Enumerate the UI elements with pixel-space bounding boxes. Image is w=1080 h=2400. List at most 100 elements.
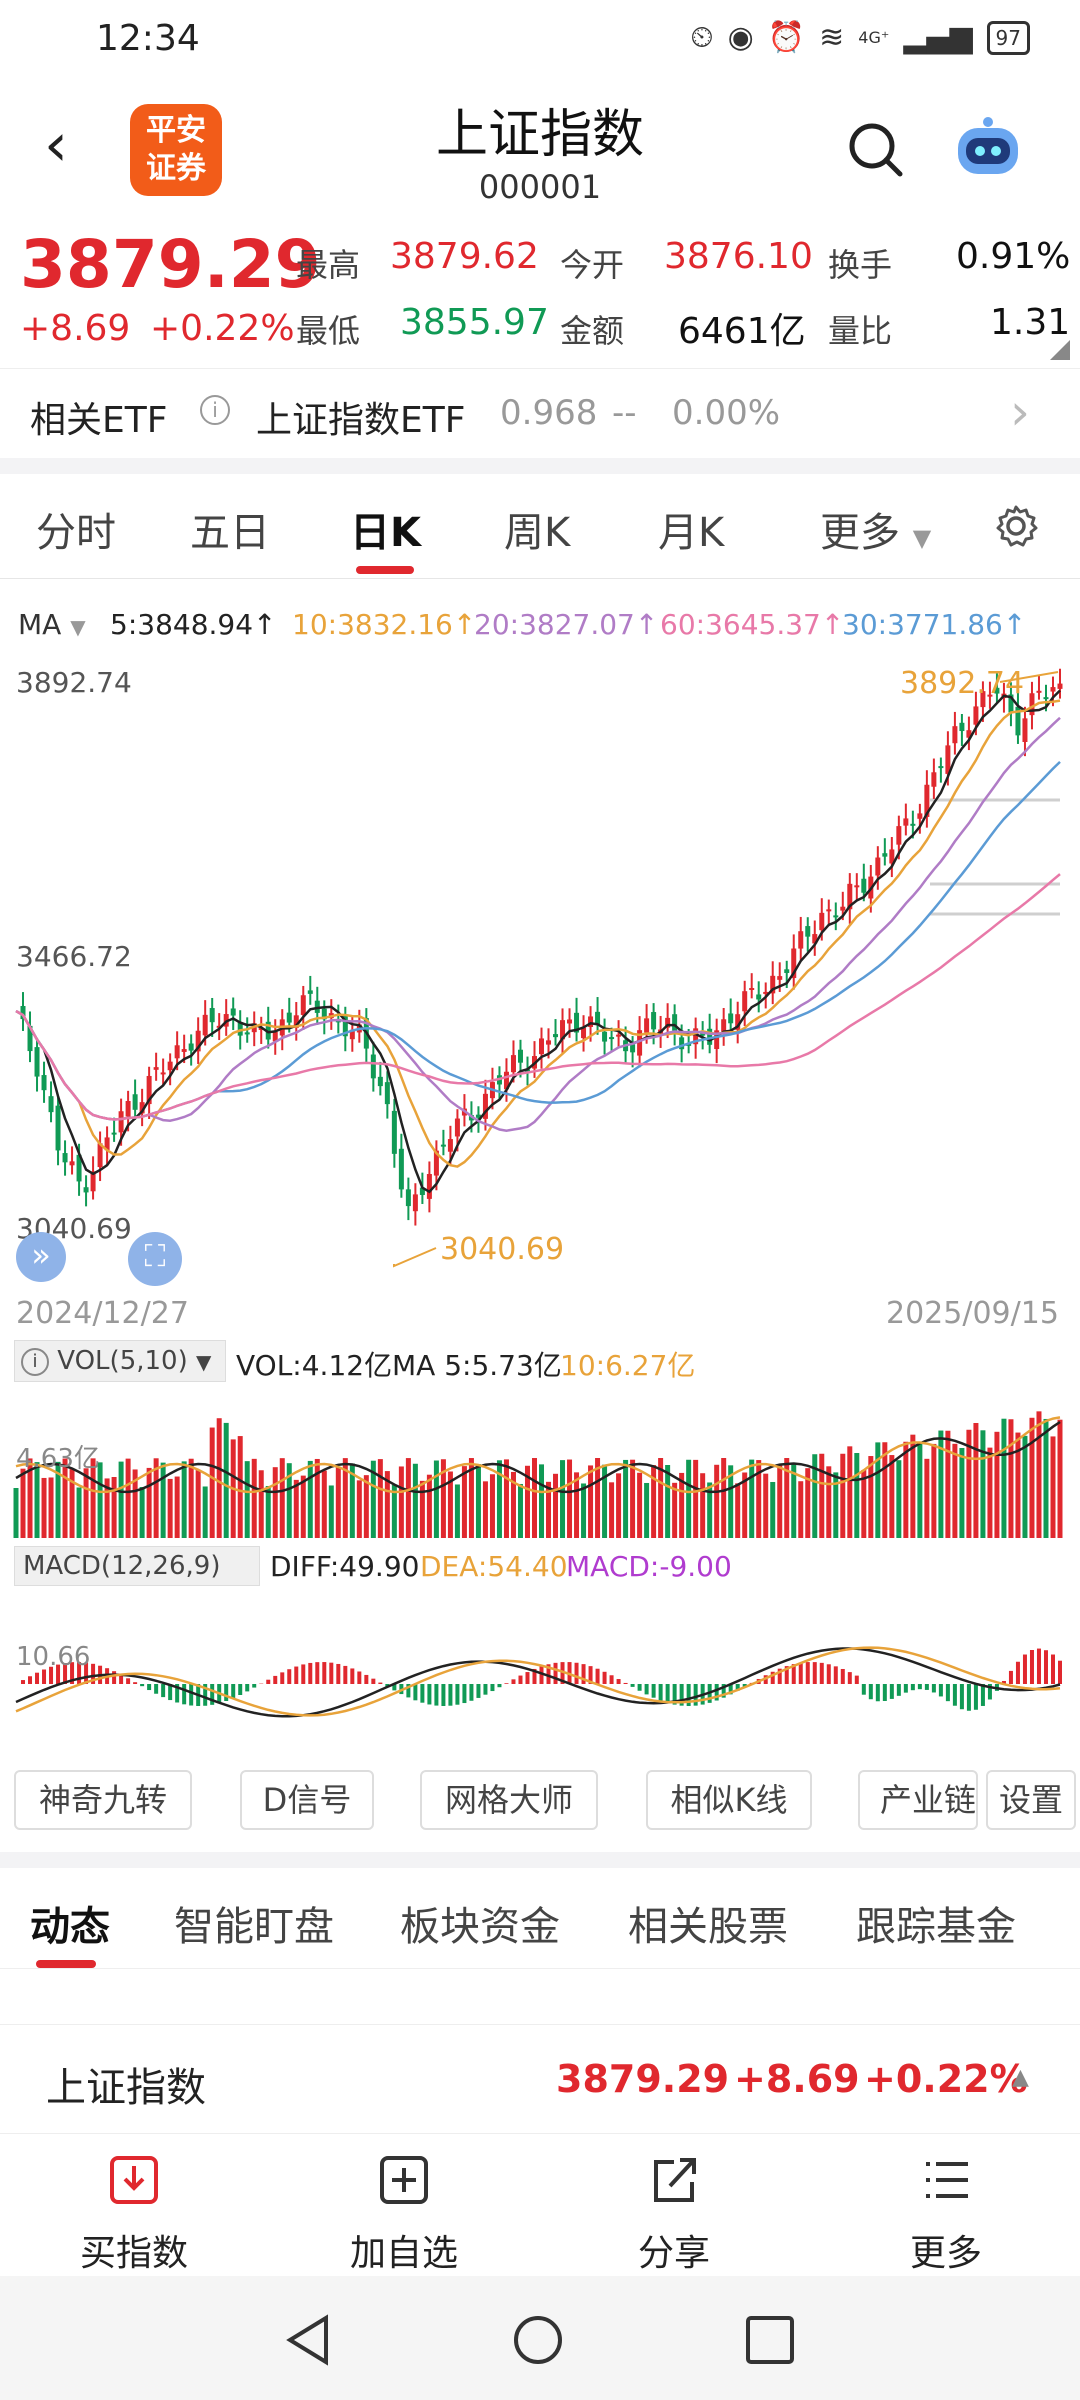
- macd-bar: [476, 1684, 481, 1698]
- ma10-line: [15, 699, 1061, 1168]
- add-watchlist-button[interactable]: 加自选: [324, 2150, 484, 2276]
- share-icon: [654, 2158, 696, 2202]
- tab-tracking-funds[interactable]: 跟踪基金: [856, 1904, 1016, 1950]
- candle-body: [55, 1105, 61, 1151]
- macd-bar: [329, 1662, 334, 1684]
- macd-bar: [392, 1684, 397, 1691]
- expand-corner-icon[interactable]: [1050, 340, 1070, 360]
- nav-recents-icon[interactable]: [742, 2312, 798, 2368]
- tab-sector-funds[interactable]: 板块资金: [400, 1904, 560, 1950]
- nav-back-icon[interactable]: [280, 2312, 336, 2368]
- back-icon[interactable]: ‹: [44, 110, 68, 180]
- volume-bar: [602, 1464, 608, 1538]
- volume-bar: [840, 1453, 846, 1538]
- candle-body: [377, 1076, 383, 1087]
- candle-body: [805, 926, 811, 937]
- vol-indicator-select[interactable]: i VOL(5,10) ▼: [14, 1340, 226, 1382]
- volume-bar: [861, 1470, 867, 1538]
- candle-body: [595, 1011, 601, 1025]
- more-button[interactable]: 更多: [866, 2150, 1026, 2276]
- tab-news[interactable]: 动态: [30, 1904, 110, 1950]
- volume-bar: [574, 1472, 580, 1538]
- volume-bar: [966, 1429, 972, 1538]
- macd-indicator-select[interactable]: MACD(12,26,9): [14, 1546, 260, 1586]
- nav-home-icon[interactable]: [510, 2312, 566, 2368]
- fullscreen-icon[interactable]: ⛶: [128, 1232, 182, 1286]
- tool-grid-master[interactable]: 网格大师: [420, 1770, 598, 1830]
- tab-five-day[interactable]: 五日: [190, 510, 270, 556]
- tab-more[interactable]: 更多 ▼: [820, 510, 932, 556]
- volume-bar: [216, 1418, 222, 1538]
- macd-bar: [854, 1675, 859, 1684]
- ma10-value: 10:3832.16↑: [292, 608, 477, 641]
- volume-bar: [321, 1470, 327, 1538]
- candle-body: [195, 1030, 201, 1052]
- tool-industry-chain[interactable]: 产业链: [858, 1770, 978, 1830]
- macd-bar: [322, 1662, 327, 1684]
- macd-bar: [35, 1672, 40, 1684]
- volume-bar: [41, 1477, 47, 1538]
- macd-bar: [980, 1684, 985, 1706]
- candle-body: [679, 1037, 685, 1050]
- volume-bar: [363, 1475, 369, 1538]
- gear-icon[interactable]: [994, 504, 1038, 548]
- tool-similar-k[interactable]: 相似K线: [646, 1770, 812, 1830]
- buy-index-button[interactable]: 买指数: [54, 2150, 214, 2276]
- volume-bar: [742, 1472, 748, 1538]
- candle-body: [27, 1025, 33, 1052]
- sticky-name: 上证指数: [46, 2065, 206, 2111]
- share-button[interactable]: 分享: [594, 2150, 754, 2276]
- fast-forward-icon[interactable]: »: [16, 1232, 66, 1282]
- info-icon: i: [21, 1347, 49, 1376]
- volume-bar: [868, 1456, 874, 1538]
- volume-bar: [931, 1443, 937, 1538]
- macd-bar: [385, 1684, 390, 1687]
- macd-bar: [616, 1679, 621, 1684]
- macd-bar: [945, 1684, 950, 1702]
- candle-body: [567, 1019, 573, 1024]
- volume-bar: [1001, 1418, 1007, 1538]
- candle-body: [896, 826, 902, 845]
- etf-price: 0.968: [500, 393, 598, 433]
- macd-bar: [91, 1663, 96, 1684]
- tab-related-stocks[interactable]: 相关股票: [628, 1904, 788, 1950]
- info-icon[interactable]: i: [200, 395, 230, 425]
- tab-monthly-k[interactable]: 月K: [658, 510, 725, 556]
- macd-bar: [70, 1662, 75, 1684]
- candle-body: [903, 818, 909, 826]
- ma-label[interactable]: MA ▼: [18, 608, 86, 641]
- volume-ratio-value: 1.31: [990, 302, 1071, 343]
- macd-line: [15, 1646, 1061, 1717]
- vol-axis: 4.63亿: [16, 1444, 100, 1474]
- candle-body: [209, 1008, 215, 1023]
- macd-bar: [630, 1684, 635, 1687]
- volume-bar: [889, 1455, 895, 1538]
- macd-bar: [1015, 1661, 1020, 1684]
- clock-icon: ⏰: [767, 20, 806, 55]
- price-change-pct: +0.22%: [150, 308, 295, 349]
- volume-bar: [167, 1478, 173, 1538]
- tool-d-signal[interactable]: D信号: [240, 1770, 374, 1830]
- tab-smart-monitor[interactable]: 智能盯盘: [174, 1904, 334, 1950]
- search-icon[interactable]: [846, 120, 906, 180]
- macd-bar: [273, 1675, 278, 1684]
- volume-bar: [882, 1442, 888, 1538]
- tool-magic-nine[interactable]: 神奇九转: [14, 1770, 192, 1830]
- macd-bar: [21, 1680, 26, 1684]
- volume-bar: [819, 1453, 825, 1538]
- volume-bar: [595, 1458, 601, 1538]
- tab-weekly-k[interactable]: 周K: [504, 510, 571, 556]
- tab-intraday[interactable]: 分时: [36, 510, 116, 556]
- macd-bar: [931, 1684, 936, 1693]
- sticky-quote-bar[interactable]: 上证指数 3879.29 +8.69 +0.22% ▲: [0, 2024, 1080, 2134]
- candle-body: [756, 994, 762, 1000]
- macd-bar: [868, 1684, 873, 1700]
- volume-bar: [223, 1422, 229, 1538]
- candle-body: [440, 1144, 446, 1147]
- tool-settings[interactable]: 设置: [986, 1770, 1076, 1830]
- kline-chart[interactable]: [0, 0, 1080, 1760]
- tab-daily-k[interactable]: 日K: [350, 510, 421, 556]
- related-etf-row[interactable]: 相关ETF i 上证指数ETF 0.968 -- 0.00% ›: [0, 368, 1080, 458]
- assistant-robot-icon[interactable]: [950, 112, 1026, 184]
- ma5-value: 5:3848.94↑: [110, 608, 277, 641]
